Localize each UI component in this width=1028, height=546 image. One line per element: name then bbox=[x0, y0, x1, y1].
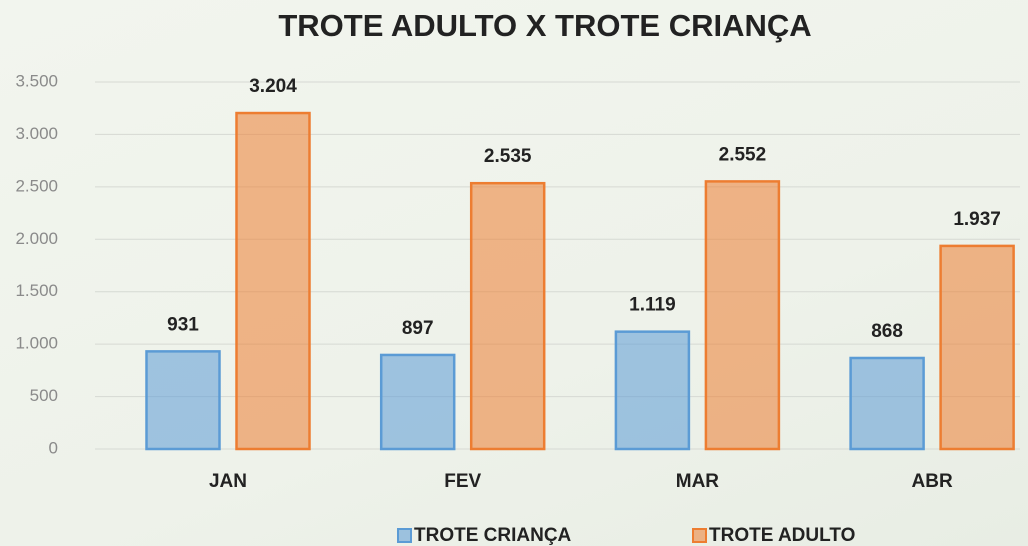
y-tick-label: 2.500 bbox=[15, 176, 58, 195]
bar bbox=[614, 330, 691, 451]
bar bbox=[704, 180, 781, 451]
value-label: 868 bbox=[871, 321, 903, 342]
value-label: 931 bbox=[167, 314, 199, 335]
y-tick-label: 1.000 bbox=[15, 334, 58, 353]
value-label: 1.119 bbox=[629, 295, 676, 316]
y-tick-label: 0 bbox=[49, 438, 58, 457]
x-tick-label: FEV bbox=[444, 471, 481, 492]
x-tick-label: JAN bbox=[209, 471, 247, 492]
value-label: 3.204 bbox=[249, 76, 297, 97]
bar bbox=[145, 350, 221, 451]
bar bbox=[469, 181, 546, 451]
y-tick-label: 2.000 bbox=[15, 229, 58, 248]
value-label: 2.552 bbox=[719, 144, 767, 165]
y-tick-label: 3.500 bbox=[15, 71, 58, 90]
value-label: 2.535 bbox=[484, 146, 532, 167]
x-tick-label: ABR bbox=[912, 471, 953, 492]
legend-swatch bbox=[397, 528, 412, 543]
value-label: 1.937 bbox=[953, 209, 1001, 230]
legend-label: TROTE CRIANÇA bbox=[414, 525, 572, 546]
bar bbox=[235, 111, 311, 451]
bar bbox=[939, 244, 1015, 451]
legend-label: TROTE ADULTO bbox=[709, 525, 855, 546]
y-tick-label: 1.500 bbox=[15, 281, 58, 300]
bar bbox=[849, 356, 925, 451]
y-tick-label: 500 bbox=[30, 386, 58, 405]
value-label: 897 bbox=[402, 318, 434, 339]
legend-swatch bbox=[692, 528, 707, 543]
bar bbox=[379, 353, 456, 451]
chart-title: TROTE ADULTO X TROTE CRIANÇA bbox=[278, 8, 811, 43]
x-tick-label: MAR bbox=[676, 471, 720, 492]
y-tick-label: 3.000 bbox=[15, 124, 58, 143]
